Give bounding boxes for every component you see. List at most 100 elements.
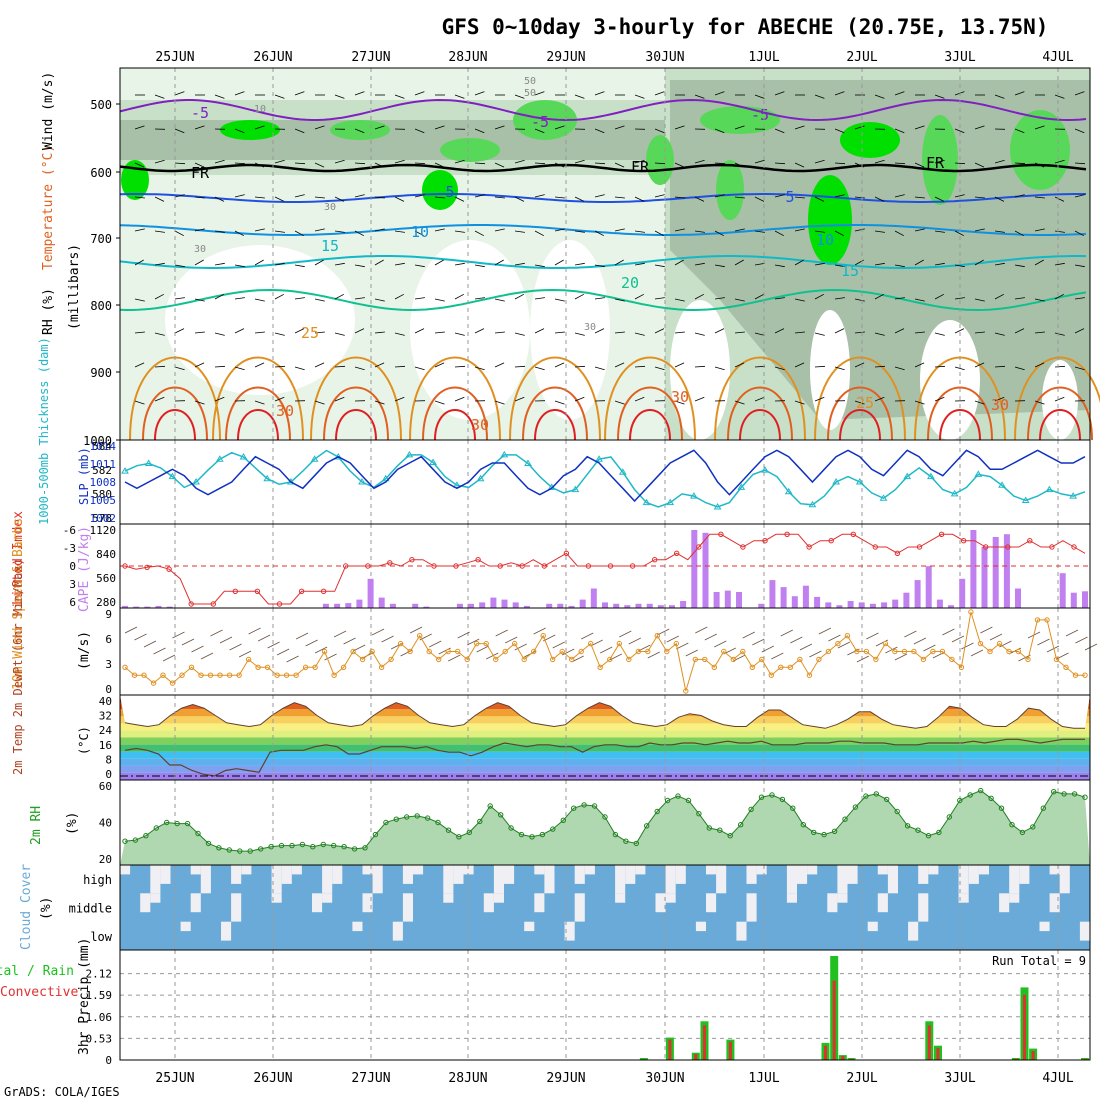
wind10-barb [1084, 643, 1098, 651]
cape-bar [970, 530, 977, 608]
wind-barb [594, 264, 605, 268]
warm-loop-1-0 [212, 356, 304, 441]
wind10-barb [828, 634, 841, 642]
cloud-cell [786, 865, 797, 894]
series-point [778, 664, 784, 670]
wind-barb [194, 298, 205, 302]
contour-label: 30 [584, 322, 596, 333]
wind-barb [934, 196, 945, 202]
cape-bar [367, 578, 374, 609]
warm-loop-7-0 [814, 356, 906, 441]
wind-barb [634, 196, 645, 202]
slp-tick: 1011 [90, 458, 117, 471]
wind-barb [874, 230, 885, 233]
wind-barb [614, 125, 625, 130]
wind-barb [714, 230, 724, 237]
wind-barb [834, 264, 845, 268]
precip-conv-bar [1031, 1051, 1035, 1060]
wind-barb [314, 298, 325, 302]
wind-barb [774, 162, 786, 165]
series-point [1044, 617, 1050, 623]
cape-bar [802, 585, 809, 608]
wind-barb [214, 196, 225, 202]
series-point [474, 640, 480, 647]
rh-moist-blob-9 [220, 120, 280, 140]
series-point [664, 797, 671, 804]
wind-barb [634, 332, 645, 336]
rh-moist-blob-7 [922, 115, 958, 205]
wind10-barb [771, 652, 784, 660]
wind-barb [434, 228, 445, 232]
wind10-tick: 6 [105, 633, 112, 646]
series-point [916, 544, 923, 550]
cloud-cell [584, 865, 595, 875]
wind-barb [774, 297, 785, 300]
wind-barb [334, 365, 346, 368]
wind-barb [1074, 264, 1085, 268]
warm-loop-9-0 [1014, 356, 1100, 441]
wind-barb [434, 362, 445, 368]
temp-color-stripe [120, 723, 1090, 731]
contour-label: 20 [621, 274, 639, 292]
series-point [1040, 805, 1047, 811]
credit-text: GrADS: COLA/IGES [4, 1085, 120, 1099]
wind-barb [754, 262, 765, 266]
cape-bar [635, 603, 642, 608]
wind-barb [1054, 262, 1065, 266]
series-point [331, 672, 337, 678]
cape-bar [602, 602, 608, 608]
series-point [524, 459, 532, 466]
series-point [531, 648, 537, 655]
wind-barb [894, 264, 905, 268]
series-point [821, 831, 827, 838]
top-axis-label-28JUN: 28JUN [448, 50, 487, 65]
wind-barb [1054, 332, 1065, 336]
thickness-tick: 584 [92, 440, 112, 453]
series-point [143, 833, 149, 839]
wind10-barb [238, 650, 252, 658]
series-point [616, 640, 622, 647]
wind-barb [214, 159, 225, 164]
cape-bar [680, 601, 687, 608]
series-point [232, 588, 239, 594]
series-point [268, 844, 274, 850]
warm-loop-1-1 [225, 386, 291, 441]
series-point [892, 648, 898, 655]
series-point [351, 846, 358, 852]
cape-bar [468, 603, 474, 608]
series-point [188, 664, 195, 670]
series-point [198, 672, 204, 678]
wind-barb [594, 194, 605, 198]
wind-barb [894, 366, 905, 371]
wind-barb [934, 230, 945, 233]
wind-barb [534, 297, 545, 300]
series-point [571, 805, 577, 811]
wind-barb [294, 91, 305, 96]
wind-barb [174, 264, 185, 268]
wind-barb [674, 362, 685, 368]
cloud-cell [402, 865, 413, 884]
contour-label: 30 [671, 388, 689, 406]
wind-barb [734, 331, 745, 334]
series-point [160, 672, 166, 678]
rh-moist-blob-3 [422, 170, 458, 210]
wind10-barb [229, 643, 242, 651]
wind10-barb [467, 638, 480, 646]
wind10-barb [875, 639, 889, 647]
cloud-cell [352, 921, 363, 932]
wind10-barb [685, 649, 698, 657]
precip-total-bar [639, 1058, 648, 1060]
warm-loop-2-2 [335, 409, 377, 441]
wind-barb [254, 228, 265, 232]
wind-barb [654, 328, 665, 334]
wind-barb [1034, 162, 1045, 168]
precip-conv-bar [703, 1025, 706, 1060]
series-point [730, 656, 736, 663]
wind-barb [854, 228, 865, 232]
wind-barb [954, 264, 965, 268]
wind-barb [134, 400, 145, 405]
wind-barb [194, 162, 205, 168]
wind-barb [394, 396, 405, 402]
wind-barb [634, 262, 645, 266]
series-point [521, 656, 527, 663]
